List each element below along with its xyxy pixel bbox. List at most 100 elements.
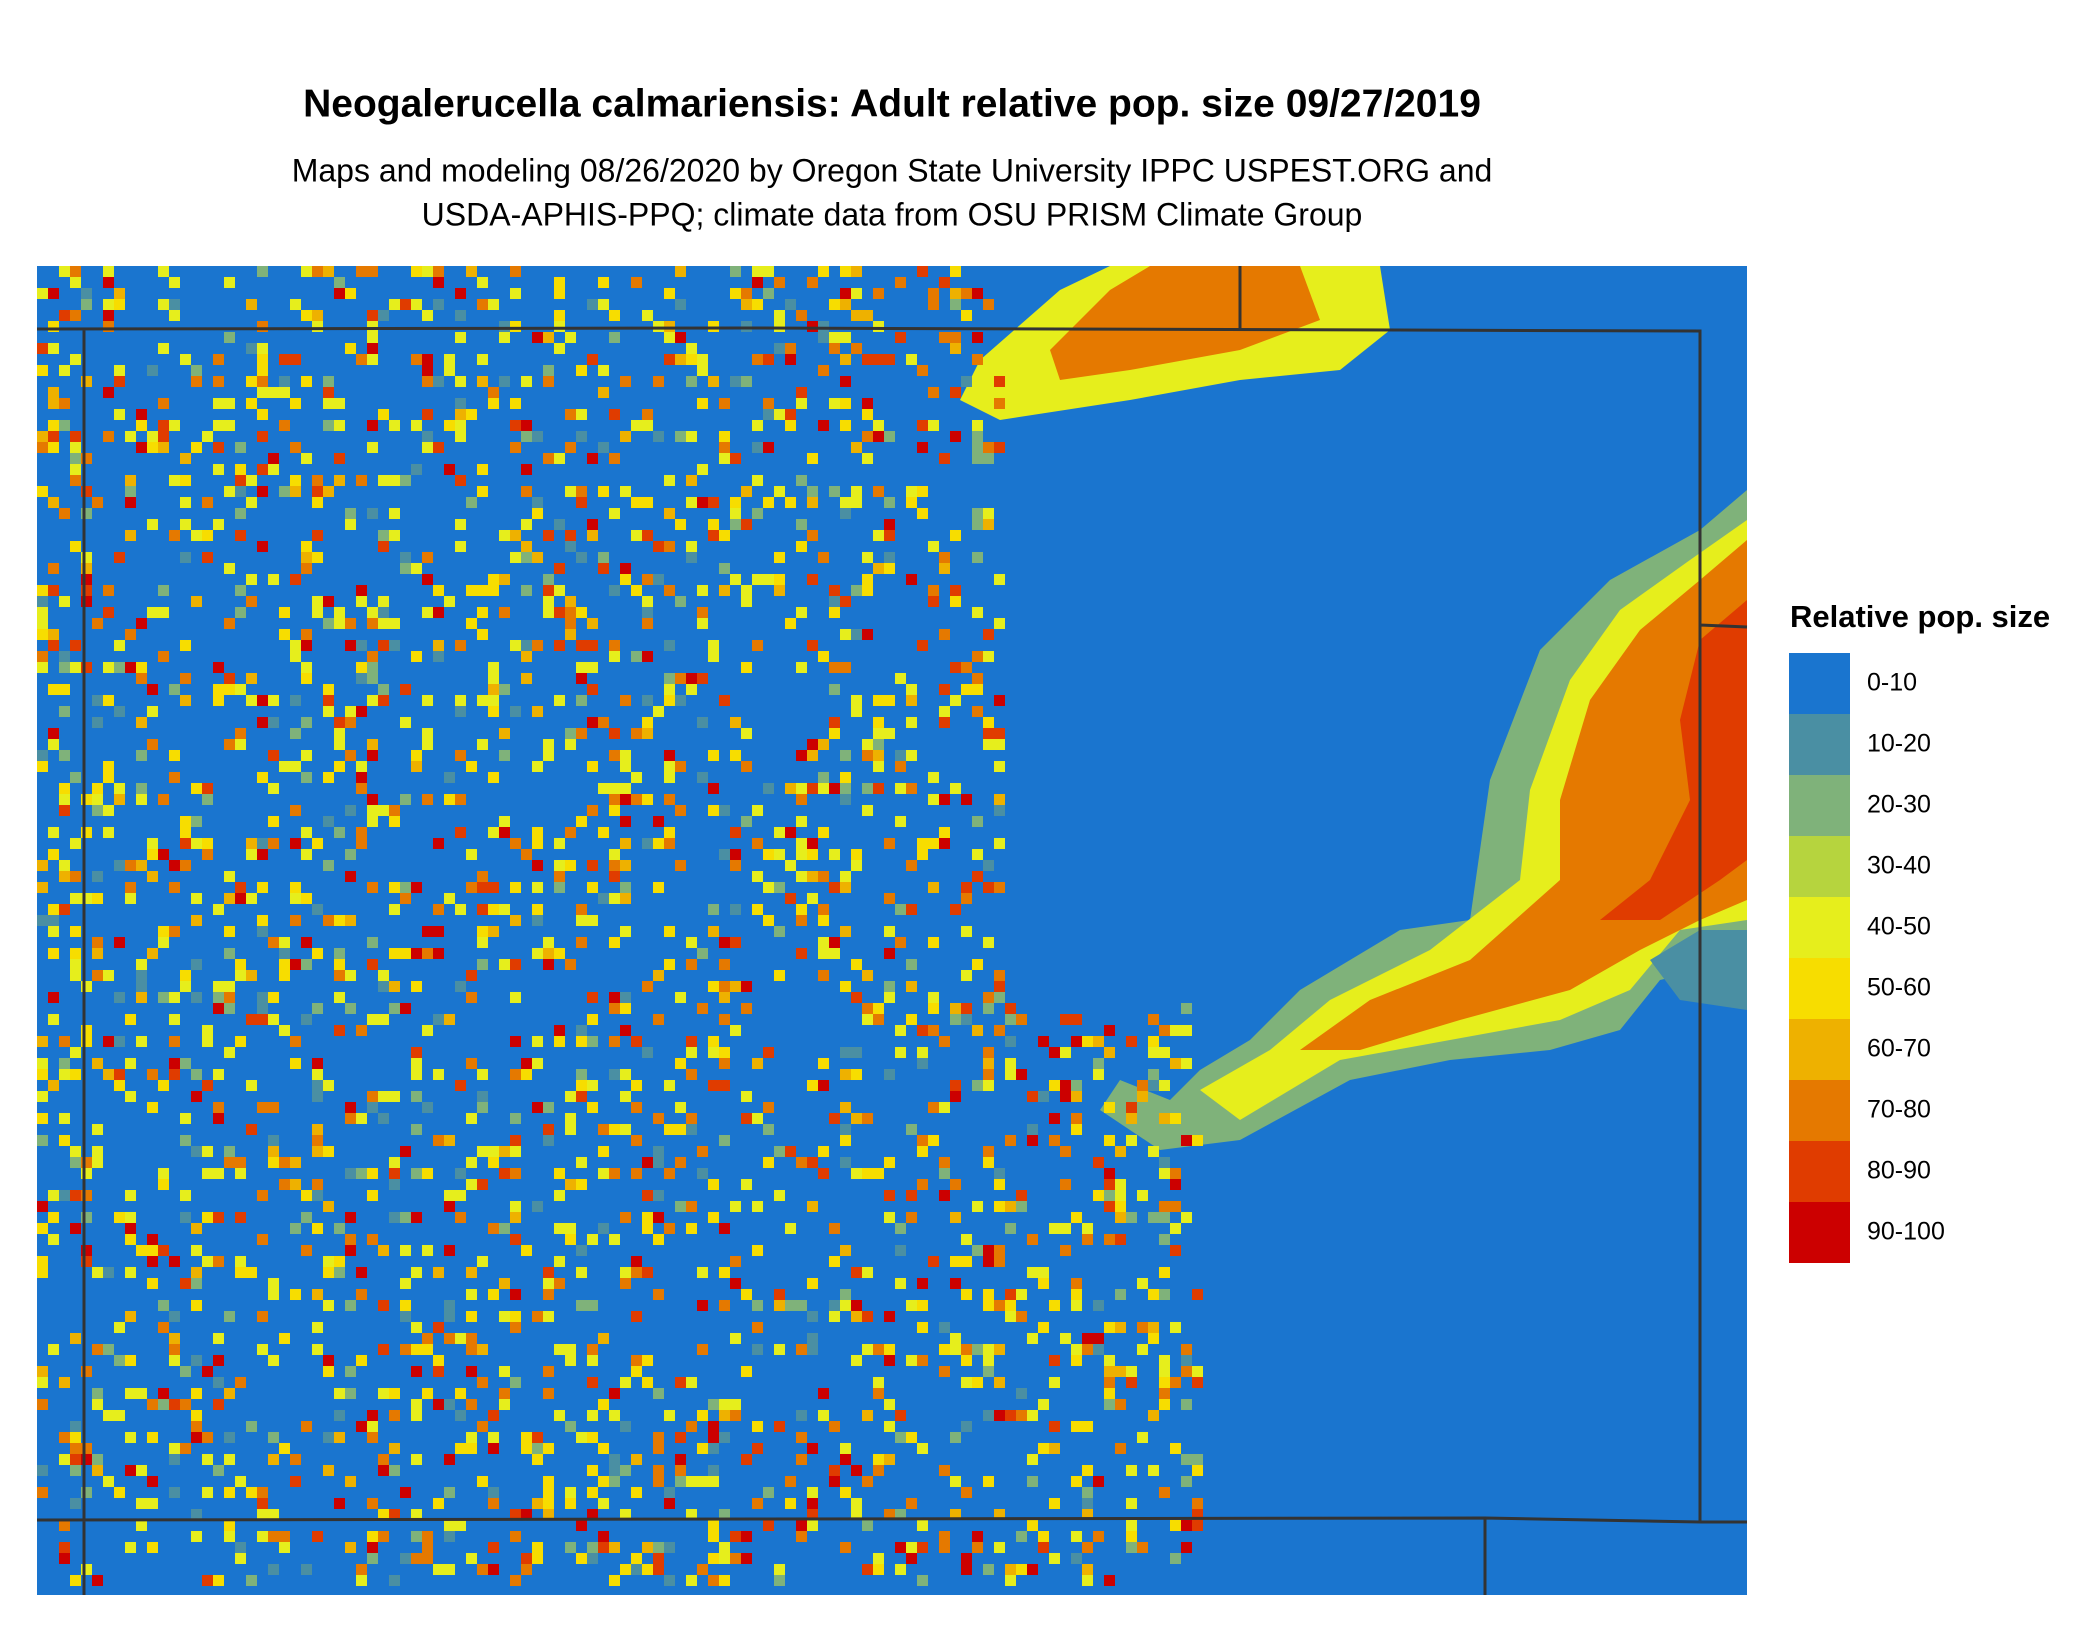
map-cell: [532, 838, 543, 849]
map-cell: [554, 1036, 565, 1047]
map-cell: [532, 1201, 543, 1212]
map-cell: [191, 1531, 202, 1542]
map-cell: [301, 1421, 312, 1432]
map-cell: [1115, 1146, 1126, 1157]
map-cell: [642, 420, 653, 431]
map-cell: [620, 1091, 631, 1102]
map-cell: [81, 1212, 92, 1223]
map-cell: [136, 409, 147, 420]
map-cell: [367, 442, 378, 453]
legend-swatch: [1789, 1080, 1850, 1141]
map-cell: [92, 1399, 103, 1410]
map-cell: [114, 299, 125, 310]
map-cell: [906, 860, 917, 871]
map-cell: [994, 1377, 1005, 1388]
map-cell: [422, 695, 433, 706]
map-cell: [972, 1025, 983, 1036]
map-cell: [411, 1399, 422, 1410]
map-cell: [488, 684, 499, 695]
map-cell: [983, 453, 994, 464]
map-cell: [158, 1300, 169, 1311]
map-cell: [884, 431, 895, 442]
map-cell: [70, 475, 81, 486]
map-cell: [862, 1344, 873, 1355]
map-cell: [37, 607, 48, 618]
map-cell: [983, 717, 994, 728]
map-cell: [961, 1377, 972, 1388]
map-cell: [334, 398, 345, 409]
map-cell: [609, 750, 620, 761]
map-cell: [510, 420, 521, 431]
map-cell: [224, 486, 235, 497]
map-cell: [312, 607, 323, 618]
map-cell: [257, 915, 268, 926]
map-cell: [752, 574, 763, 585]
map-cell: [466, 497, 477, 508]
map-cell: [631, 1553, 642, 1564]
legend-swatch: [1789, 897, 1850, 958]
map-cell: [994, 1025, 1005, 1036]
map-cell: [224, 893, 235, 904]
map-cell: [411, 1212, 422, 1223]
map-cell: [730, 1333, 741, 1344]
map-cell: [554, 607, 565, 618]
map-cell: [521, 376, 532, 387]
map-cell: [312, 1322, 323, 1333]
map-cell: [939, 838, 950, 849]
map-cell: [950, 1333, 961, 1344]
map-cell: [752, 805, 763, 816]
map-cell: [697, 1443, 708, 1454]
map-cell: [653, 838, 664, 849]
map-cell: [246, 695, 257, 706]
map-cell: [334, 970, 345, 981]
map-cell: [796, 1432, 807, 1443]
map-cell: [763, 497, 774, 508]
map-cell: [983, 442, 994, 453]
map-cell: [48, 1234, 59, 1245]
map-cell: [92, 937, 103, 948]
map-cell: [367, 739, 378, 750]
map-cell: [477, 1564, 488, 1575]
map-cell: [1170, 1377, 1181, 1388]
map-cell: [301, 717, 312, 728]
map-cell: [367, 354, 378, 365]
map-cell: [972, 332, 983, 343]
map-cell: [840, 299, 851, 310]
map-cell: [301, 849, 312, 860]
map-cell: [103, 1410, 114, 1421]
map-cell: [1104, 1025, 1115, 1036]
map-cell: [851, 1498, 862, 1509]
map-cell: [191, 1509, 202, 1520]
map-cell: [917, 1025, 928, 1036]
map-cell: [686, 1223, 697, 1234]
map-cell: [279, 354, 290, 365]
map-cell: [290, 299, 301, 310]
map-cell: [114, 1487, 125, 1498]
map-cell: [510, 1531, 521, 1542]
map-cell: [675, 1377, 686, 1388]
map-cell: [763, 288, 774, 299]
map-cell: [829, 596, 840, 607]
map-cell: [1005, 1003, 1016, 1014]
map-cell: [37, 1487, 48, 1498]
map-cell: [840, 1542, 851, 1553]
map-cell: [807, 1344, 818, 1355]
map-cell: [147, 684, 158, 695]
map-cell: [840, 508, 851, 519]
map-cell: [378, 541, 389, 552]
map-cell: [884, 838, 895, 849]
map-cell: [422, 1168, 433, 1179]
map-cell: [950, 1476, 961, 1487]
map-cell: [675, 266, 686, 277]
map-cell: [917, 442, 928, 453]
map-cell: [477, 937, 488, 948]
map-cell: [158, 398, 169, 409]
map-cell: [37, 343, 48, 354]
map-cell: [92, 497, 103, 508]
map-cell: [686, 684, 697, 695]
map-cell: [983, 1080, 994, 1091]
map-cell: [807, 453, 818, 464]
map-cell: [983, 1476, 994, 1487]
map-cell: [675, 1102, 686, 1113]
map-cell: [719, 398, 730, 409]
